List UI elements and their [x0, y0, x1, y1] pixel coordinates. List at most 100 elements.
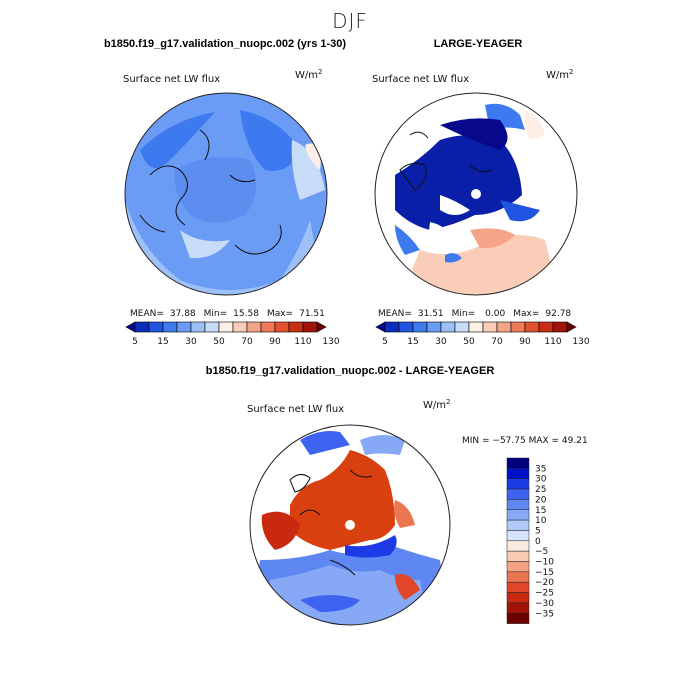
left-colorbar-tick-label: 70	[241, 337, 253, 347]
right-units-base: W/m	[546, 70, 569, 81]
right-mean-value: 31.51	[418, 309, 444, 319]
diff-colorbar-swatch	[506, 519, 530, 531]
right-colorbar-swatch	[454, 321, 470, 333]
left-field-label: Surface net LW flux	[123, 74, 220, 85]
right-field-region	[428, 222, 455, 245]
left-colorbar-tick-label: 30	[185, 337, 197, 347]
left-field-region	[291, 140, 325, 200]
left-field-region	[180, 230, 230, 259]
diff-colorbar-swatch	[506, 478, 530, 490]
left-colorbar-tick-label: 110	[294, 337, 311, 347]
diff-field-region	[300, 431, 350, 455]
right-colorbar-tick-label: 90	[519, 337, 531, 347]
right-field-label: Surface net LW flux	[372, 74, 469, 85]
right-colorbar-tick-label: 15	[407, 337, 418, 347]
right-map: Surface net LW flux W/m2 MEAN= 31.51 Min= 0…	[372, 68, 590, 347]
right-units: W/m2	[546, 68, 573, 81]
left-units-exp: 2	[318, 68, 322, 76]
diff-colorbar-swatch	[506, 613, 530, 624]
diff-colorbar-swatch	[506, 592, 530, 604]
left-map: Surface net LW flux W/m2 MEAN= 37.88 Min= 1…	[123, 68, 340, 347]
diff-colorbar-tick-label: −35	[535, 609, 554, 619]
diff-field-region	[360, 435, 405, 455]
left-colorbar-swatch	[190, 321, 206, 333]
diff-colorbar-tick-label: 0	[535, 537, 541, 547]
left-field-region	[240, 110, 300, 171]
diff-field-region	[345, 535, 397, 558]
right-field-region	[524, 110, 545, 140]
diff-colorbar-swatch	[506, 488, 530, 500]
diff-colorbar-tick-label: −30	[535, 599, 554, 609]
left-colorbar-swatch	[204, 321, 220, 333]
right-max-value: 92.78	[545, 309, 571, 319]
right-colorbar-tick-label: 50	[463, 337, 475, 347]
left-colorbar-min-arrow	[125, 321, 136, 333]
diff-stats: MIN = −57.75 MAX = 49.21	[462, 436, 588, 446]
right-colorbar-tick-label: 70	[491, 337, 503, 347]
diff-map: Surface net LW flux W/m2 MIN = −57.75 MA…	[247, 398, 588, 626]
diff-colorbar-swatch	[506, 550, 530, 562]
right-colorbar-swatch	[510, 321, 526, 333]
right-colorbar-swatch	[496, 321, 512, 333]
left-panel-title: b1850.f19_g17.validation_nuopc.002 (yrs …	[104, 38, 346, 50]
left-field-region	[174, 156, 257, 223]
left-colorbar-swatch	[260, 321, 276, 333]
right-field-region	[395, 135, 522, 230]
diff-colorbar-swatch	[506, 561, 530, 573]
left-map-boundary	[124, 92, 328, 296]
left-field-region	[140, 112, 215, 168]
diff-colorbar-swatch	[506, 540, 530, 552]
right-field-region	[400, 235, 560, 295]
left-colorbar-swatch	[246, 321, 262, 333]
right-colorbar-tick-label: 30	[435, 337, 447, 347]
left-units: W/m2	[295, 68, 322, 81]
diff-panel-title: b1850.f19_g17.validation_nuopc.002 - LAR…	[206, 365, 495, 377]
left-colorbar-swatch	[148, 321, 164, 333]
diff-colorbar-swatch	[506, 530, 530, 542]
left-units-base: W/m	[295, 70, 318, 81]
left-coastline	[139, 129, 282, 255]
left-colorbar-swatch	[162, 321, 178, 333]
diff-colorbar-tick-label: 15	[535, 506, 546, 516]
diff-colorbar-swatch	[506, 457, 530, 469]
diff-units-exp: 2	[446, 398, 450, 406]
right-units-exp: 2	[569, 68, 573, 76]
right-colorbar-tick-label: 5	[382, 337, 388, 347]
diff-units-base: W/m	[423, 400, 446, 411]
right-colorbar-swatch	[426, 321, 442, 333]
left-colorbar-swatch	[302, 321, 318, 333]
right-min-value: 0.00	[485, 309, 505, 319]
right-colorbar-swatch	[482, 321, 498, 333]
season-title: DJF	[332, 9, 368, 33]
diff-field-region	[261, 511, 300, 550]
diff-colorbar-tick-label: −10	[535, 558, 554, 568]
pole-hole-icon	[471, 189, 481, 199]
diff-field-region	[300, 595, 360, 612]
left-colorbar-swatch	[218, 321, 234, 333]
diff-coastline	[289, 469, 373, 576]
left-min-label: Min=	[204, 309, 228, 319]
diff-colorbar-tick-label: 20	[535, 495, 547, 505]
right-coastline	[399, 131, 493, 191]
left-colorbar-swatch	[134, 321, 150, 333]
diff-colorbar-swatch	[506, 468, 530, 479]
left-colorbar-tick-label: 130	[322, 337, 339, 347]
diff-colorbar-tick-label: 5	[535, 526, 541, 536]
right-colorbar-swatch	[412, 321, 428, 333]
right-colorbar: 5 15 30 50 70 90 110 130	[375, 321, 590, 347]
left-colorbar-swatch	[232, 321, 248, 333]
left-colorbar-swatch	[288, 321, 304, 333]
diff-field-label: Surface net LW flux	[247, 404, 344, 415]
right-field-region	[445, 253, 462, 263]
diff-colorbar-tick-label: −5	[535, 547, 548, 557]
right-mean-label: MEAN=	[378, 309, 412, 319]
right-colorbar-swatch	[538, 321, 554, 333]
right-colorbar-swatch	[398, 321, 414, 333]
diff-colorbar-swatch	[506, 499, 530, 510]
right-colorbar-tick-label: 110	[544, 337, 561, 347]
right-colorbar-swatch	[384, 321, 400, 333]
right-field-region	[440, 118, 508, 150]
left-stats: MEAN= 37.88 Min= 15.58 Max= 71.51	[130, 309, 325, 319]
